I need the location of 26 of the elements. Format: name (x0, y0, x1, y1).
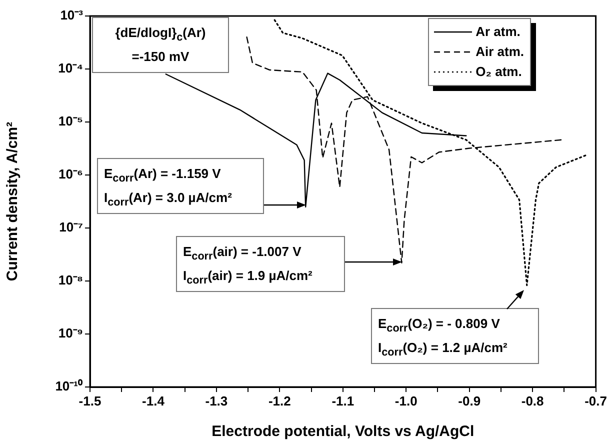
x-tick-label: -1.4 (142, 393, 166, 408)
y-tick-label: 10⁻⁶ (58, 166, 84, 182)
y-tick-label: 10⁻⁴ (58, 60, 83, 76)
y-axis-title: Current density, A/cm² (4, 122, 22, 282)
legend-label: O₂ atm. (476, 63, 522, 81)
x-tick-label: -1.2 (268, 393, 291, 408)
y-tick-label: 10⁻⁸ (58, 272, 83, 288)
label-box: E$_{corr}$(air) = -1.007 V I$_{corr}$(air) = 1.9 µA/cm² (176, 236, 345, 292)
x-tick-label: -0.8 (521, 393, 544, 408)
label-box: E$_{corr}$(O₂) = - 0.809 V I$_{corr}$(O₂) = 1.2 µA/cm² (371, 308, 539, 364)
y-tick-label: 10⁻⁹ (58, 326, 83, 341)
x-tick-label: -1.0 (394, 393, 418, 408)
x-tick-label: -1.1 (332, 393, 354, 408)
y-tick-label: 10⁻¹⁰ (55, 378, 83, 394)
x-axis-title: Electrode potential, Volts vs Ag/AgCl (212, 423, 474, 440)
y-tick-label: 10⁻³ (60, 8, 84, 23)
y-tick-label: 10⁻⁵ (58, 114, 83, 129)
x-tick-label: -1.3 (205, 393, 228, 408)
legend-label: Ar atm. (476, 23, 520, 41)
x-tick-label: -1.5 (78, 393, 102, 408)
label-box: {dE/dlogI}$_{c}$(Ar) =-150 mV (92, 17, 229, 73)
y-tick-label: 10⁻⁷ (59, 220, 83, 235)
label-box: E$_{corr}$(Ar) = -1.159 V I$_{corr}$(Ar) = 3.0 µA/cm² (97, 158, 264, 214)
x-tick-label: -0.7 (584, 393, 608, 408)
x-tick-label: -0.9 (458, 393, 481, 408)
legend-label: Air atm. (476, 43, 524, 61)
